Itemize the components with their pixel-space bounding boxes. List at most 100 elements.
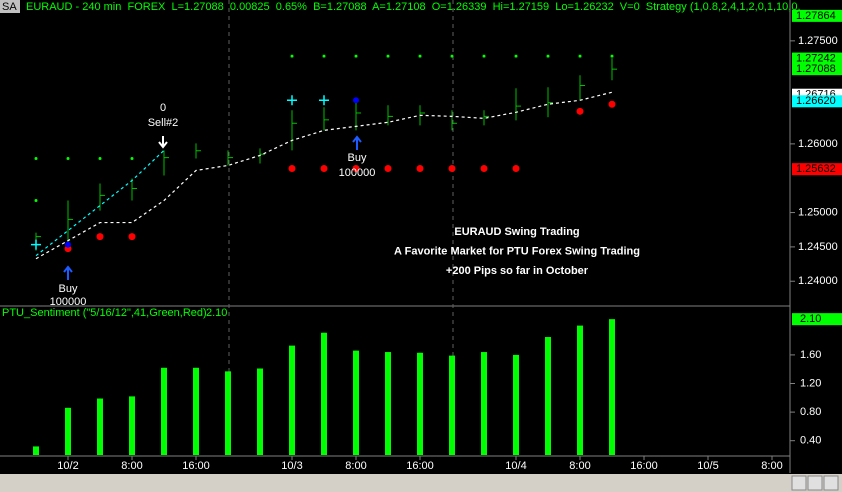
price-marker [792, 63, 842, 76]
y-tick-label: 1.25000 [798, 206, 838, 218]
scrollbar[interactable] [0, 474, 842, 492]
buy-arrow [352, 135, 362, 150]
upper-dot [34, 156, 38, 160]
stop-dot [448, 164, 456, 172]
price-marker [792, 9, 842, 22]
annotation: 100000 [339, 167, 376, 179]
sell-arrow [158, 136, 168, 149]
indicator-title: PTU_Sentiment ("5/16/12",41,Green,Red) [2, 307, 207, 319]
y-tick-label: 1.60 [800, 349, 821, 361]
annotation: Buy [348, 152, 367, 164]
entry-cross [319, 95, 329, 106]
scroll-thumb[interactable] [807, 475, 823, 491]
bar [257, 368, 263, 455]
upper-dot [610, 54, 614, 58]
last-value-marker [792, 313, 842, 326]
stop-dot [512, 164, 520, 172]
x-tick-label: 16:00 [630, 460, 658, 472]
bar [449, 355, 455, 455]
stop-dot [96, 233, 104, 241]
upper-dot [514, 54, 518, 58]
y-tick-label: 1.27500 [798, 35, 838, 47]
bar [545, 337, 551, 455]
symbol-box[interactable] [0, 0, 20, 13]
y-tick-label: 1.24000 [798, 275, 838, 287]
price-marker-label: 1.26620 [796, 95, 836, 107]
bar [33, 446, 39, 455]
bar [353, 350, 359, 455]
upper-dot [482, 54, 486, 58]
bar [609, 319, 615, 455]
bar [97, 398, 103, 455]
upper-dot [450, 54, 454, 58]
x-tick-label: 10/2 [57, 460, 78, 472]
scroll-left[interactable] [791, 475, 807, 491]
stop-dot [576, 107, 584, 115]
bar [65, 407, 71, 455]
x-tick-label: 8:00 [345, 460, 366, 472]
stop-dot [416, 164, 424, 172]
price-marker [792, 163, 842, 176]
stop-dot [352, 164, 360, 172]
y-tick-label: 1.26000 [798, 138, 838, 150]
x-tick-label: 8:00 [761, 460, 782, 472]
x-tick-label: 16:00 [182, 460, 210, 472]
bar [289, 345, 295, 455]
upper-dot [578, 54, 582, 58]
bar [577, 325, 583, 455]
x-tick-label: 10/5 [697, 460, 718, 472]
annotation: Buy [59, 283, 78, 295]
upper-dot [386, 54, 390, 58]
price-marker-label: 1.27864 [796, 10, 836, 22]
stop-dot [608, 100, 616, 108]
scroll-right[interactable] [823, 475, 839, 491]
y-tick-label: 0.40 [800, 435, 821, 447]
x-tick-label: 8:00 [121, 460, 142, 472]
upper-dot [130, 156, 134, 160]
upper-dot [546, 54, 550, 58]
header-info: EURAUD - 240 min FOREX L=1.27088 0.00825… [26, 1, 801, 13]
overlay-text: EURAUD Swing Trading [454, 226, 579, 238]
symbol-box-label: SA [2, 1, 17, 13]
bar [385, 352, 391, 455]
bar [161, 367, 167, 455]
x-tick-label: 10/3 [281, 460, 302, 472]
upper-dot [98, 156, 102, 160]
bar [225, 371, 231, 455]
annotation: 0 [160, 102, 166, 114]
y-tick-label: 0.80 [800, 406, 821, 418]
price-marker-label: 1.25632 [796, 163, 836, 175]
entry-cross [287, 95, 297, 106]
overlay-text: A Favorite Market for PTU Forex Swing Tr… [394, 245, 640, 257]
bar [481, 352, 487, 455]
bar [513, 354, 519, 455]
price-marker [792, 95, 842, 108]
annotation: Sell#2 [148, 117, 179, 129]
bar [129, 396, 135, 455]
entry-dot [353, 97, 359, 104]
x-tick-label: 10/4 [505, 460, 526, 472]
lower-dot [34, 199, 38, 203]
buy-arrow [63, 265, 73, 280]
y-tick-label: 1.24500 [798, 241, 838, 253]
stop-dot [128, 233, 136, 241]
upper-dot [418, 54, 422, 58]
price-marker-label: 1.27242 [796, 52, 836, 64]
bar [193, 367, 199, 455]
stop-dot [384, 164, 392, 172]
upper-dot [66, 156, 70, 160]
stop-dot [320, 164, 328, 172]
upper-dot [290, 54, 294, 58]
x-tick-label: 16:00 [406, 460, 434, 472]
annotation: 100000 [50, 296, 87, 308]
stop-dot [288, 164, 296, 172]
bar [321, 332, 327, 455]
bar [417, 352, 423, 455]
upper-dot [354, 54, 358, 58]
upper-dot [322, 54, 326, 58]
moving-average [35, 91, 613, 260]
entry-cross [31, 239, 41, 250]
price-marker-label: 1.27088 [796, 63, 836, 75]
entry-dot [65, 241, 71, 248]
